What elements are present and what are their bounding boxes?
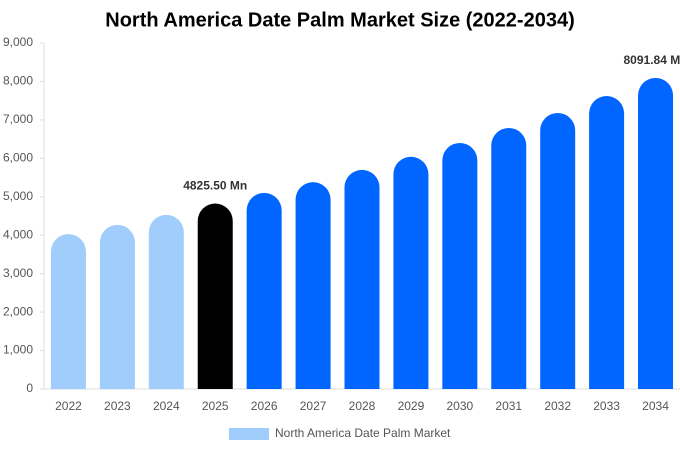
y-tick-label: 1,000: [3, 343, 33, 357]
x-tick-label: 2026: [251, 399, 278, 413]
chart-title: North America Date Palm Market Size (202…: [105, 9, 574, 31]
x-tick-label: 2033: [593, 399, 620, 413]
bar: [148, 214, 184, 389]
bar: [540, 112, 576, 390]
x-tick-label: 2028: [349, 399, 376, 413]
x-tick-label: 2029: [398, 399, 425, 413]
x-tick-label: 2025: [202, 399, 229, 413]
y-tick-label: 2,000: [3, 304, 33, 318]
y-tick-label: 0: [26, 381, 33, 395]
bar: [99, 224, 135, 389]
bar: [638, 77, 674, 390]
bar: [197, 203, 233, 389]
value-label: 4825.50 Mn: [183, 179, 247, 193]
x-tick-label: 2023: [104, 399, 131, 413]
bar: [442, 142, 478, 389]
value-label: 8091.84 Mn: [624, 53, 680, 67]
x-tick-label: 2032: [544, 399, 571, 413]
bar: [344, 169, 380, 389]
bar: [393, 156, 429, 389]
legend-swatch: [229, 428, 269, 440]
bar: [295, 182, 331, 389]
x-tick-label: 2022: [55, 399, 82, 413]
bar: [589, 96, 625, 389]
y-tick-label: 7,000: [3, 112, 33, 126]
y-tick-label: 8,000: [3, 74, 33, 88]
x-tick-label: 2024: [153, 399, 180, 413]
x-tick-label: 2031: [495, 399, 522, 413]
y-tick-label: 9,000: [3, 35, 33, 49]
legend-label: North America Date Palm Market: [275, 426, 451, 440]
y-tick-label: 5,000: [3, 189, 33, 203]
bar: [246, 192, 282, 389]
y-tick-label: 6,000: [3, 151, 33, 165]
bar: [491, 127, 527, 390]
y-tick-label: 4,000: [3, 227, 33, 241]
x-tick-label: 2027: [300, 399, 327, 413]
y-tick-label: 3,000: [3, 266, 33, 280]
bar: [50, 234, 86, 389]
x-tick-label: 2034: [642, 399, 669, 413]
x-tick-label: 2030: [446, 399, 473, 413]
